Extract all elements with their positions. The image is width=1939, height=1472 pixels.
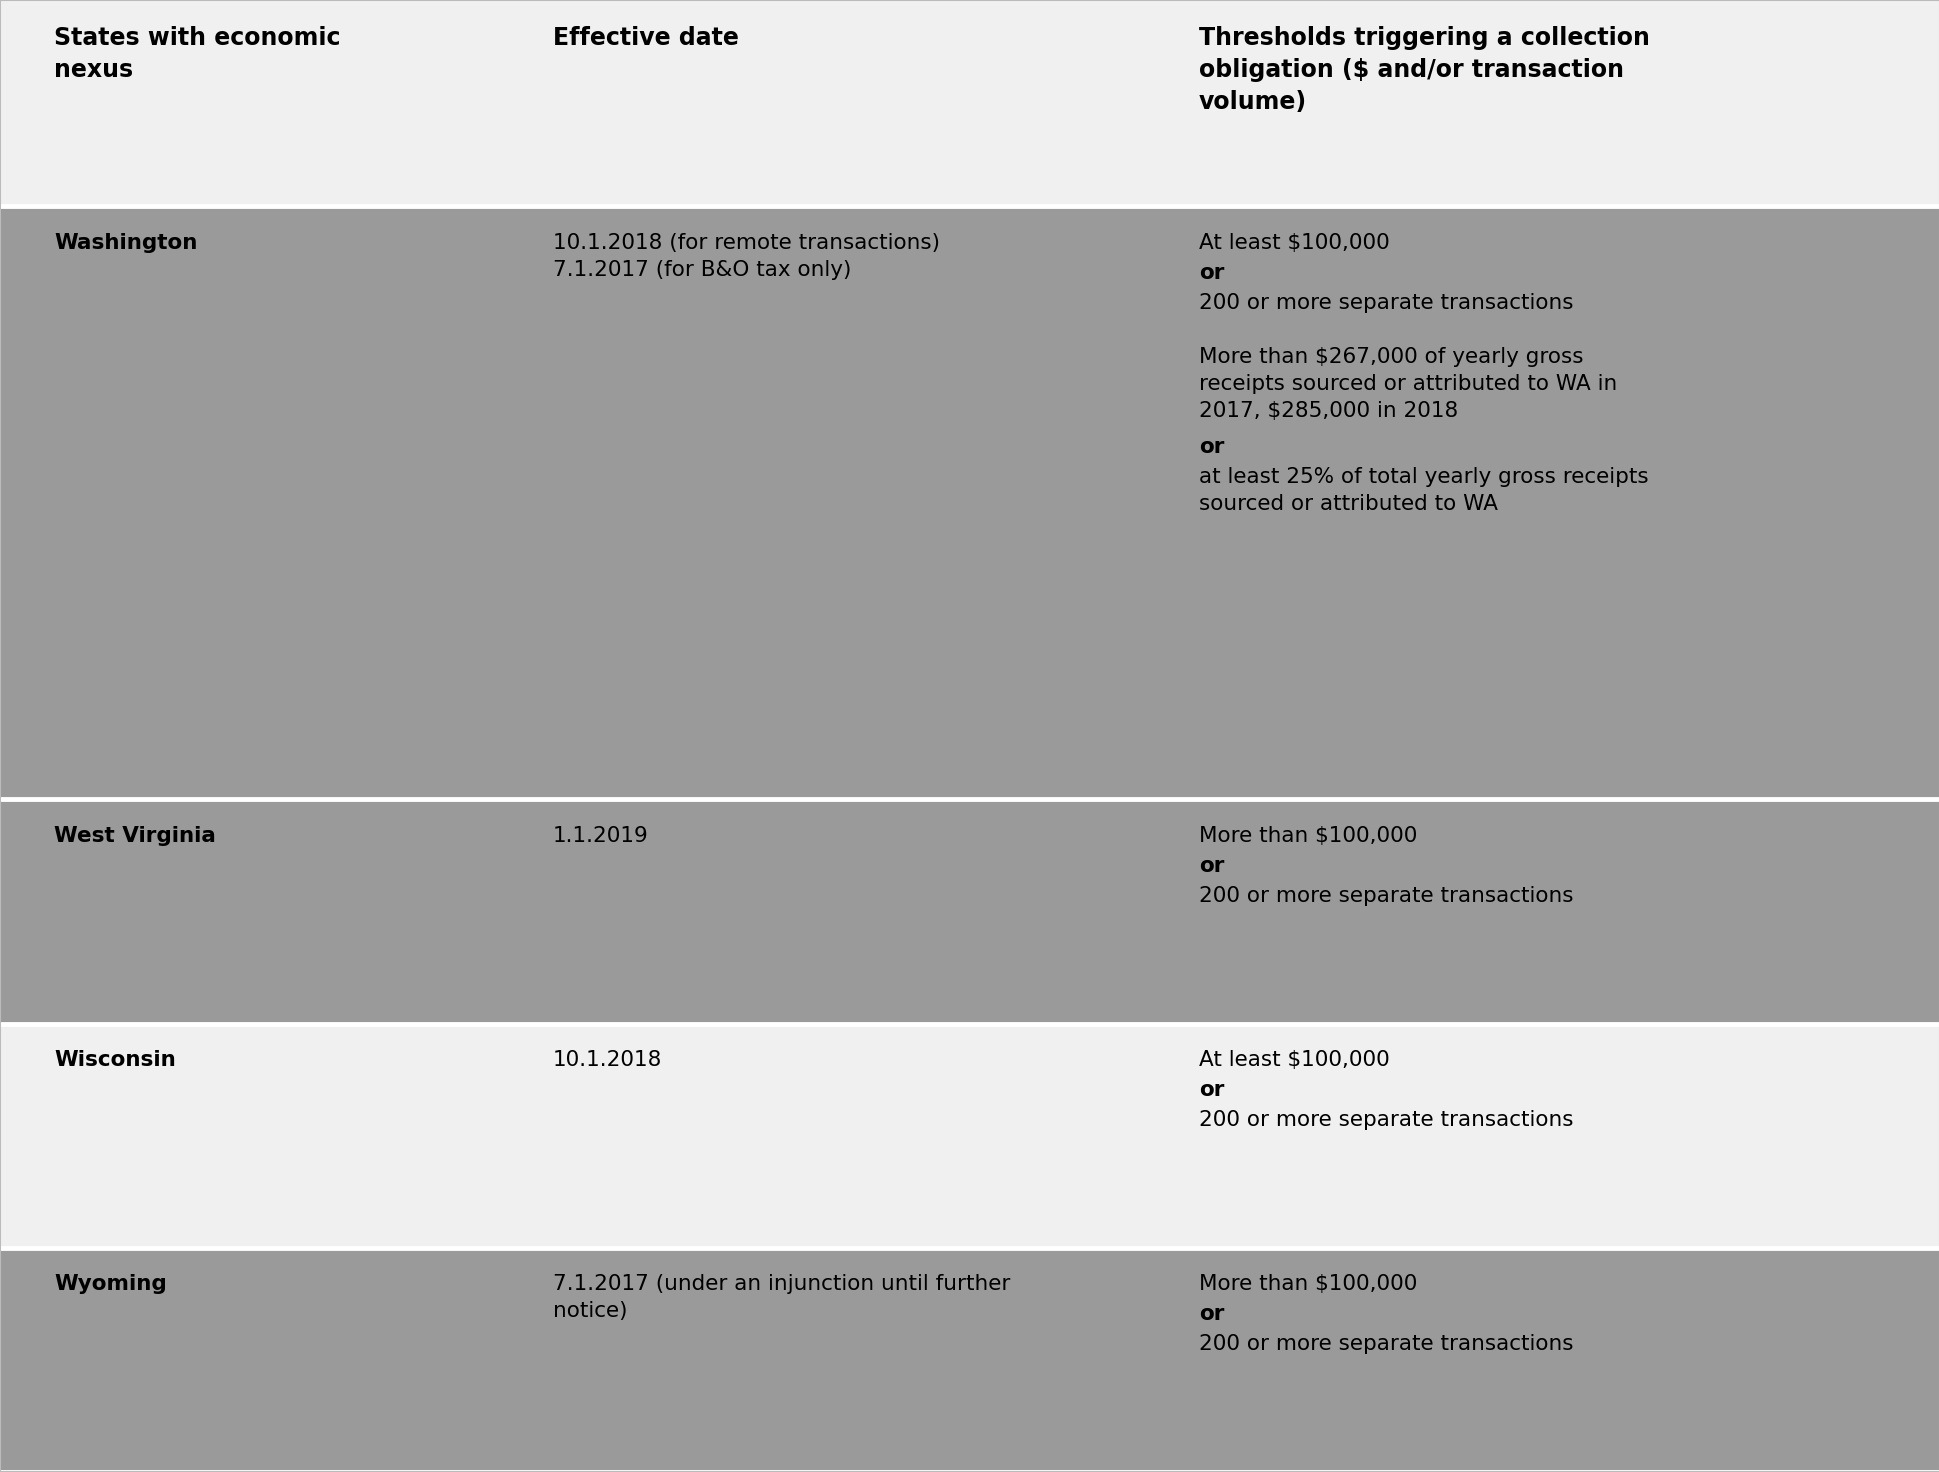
Text: 200 or more separate transactions: 200 or more separate transactions xyxy=(1198,886,1573,905)
Text: or: or xyxy=(1198,855,1224,876)
Text: at least 25% of total yearly gross receipts
sourced or attributed to WA: at least 25% of total yearly gross recei… xyxy=(1198,467,1648,514)
Text: Washington: Washington xyxy=(54,233,198,253)
Text: 7.1.2017 (under an injunction until further
notice): 7.1.2017 (under an injunction until furt… xyxy=(553,1275,1010,1322)
Text: or: or xyxy=(1198,262,1224,283)
Text: or: or xyxy=(1198,1304,1224,1325)
Text: or: or xyxy=(1198,437,1224,456)
Text: 10.1.2018 (for remote transactions)
7.1.2017 (for B&O tax only): 10.1.2018 (for remote transactions) 7.1.… xyxy=(553,233,938,280)
Bar xyxy=(0,1023,1939,1248)
Text: Wyoming: Wyoming xyxy=(54,1275,167,1294)
Text: More than $267,000 of yearly gross
receipts sourced or attributed to WA in
2017,: More than $267,000 of yearly gross recei… xyxy=(1198,347,1617,421)
Text: States with economic
nexus: States with economic nexus xyxy=(54,26,341,82)
Text: 200 or more separate transactions: 200 or more separate transactions xyxy=(1198,1335,1573,1354)
Text: 10.1.2018: 10.1.2018 xyxy=(553,1050,661,1070)
Text: Wisconsin: Wisconsin xyxy=(54,1050,176,1070)
Text: or: or xyxy=(1198,1080,1224,1100)
Text: West Virginia: West Virginia xyxy=(54,826,215,846)
Text: At least $100,000: At least $100,000 xyxy=(1198,1050,1388,1070)
Bar xyxy=(0,799,1939,1023)
Bar xyxy=(0,1248,1939,1472)
Text: 200 or more separate transactions: 200 or more separate transactions xyxy=(1198,293,1573,312)
Text: Effective date: Effective date xyxy=(553,26,739,50)
Text: 1.1.2019: 1.1.2019 xyxy=(553,826,648,846)
Text: More than $100,000: More than $100,000 xyxy=(1198,1275,1417,1294)
Bar xyxy=(0,0,1939,206)
Text: More than $100,000: More than $100,000 xyxy=(1198,826,1417,846)
Bar xyxy=(0,206,1939,799)
Text: Thresholds triggering a collection
obligation ($ and/or transaction
volume): Thresholds triggering a collection oblig… xyxy=(1198,26,1648,113)
Text: At least $100,000: At least $100,000 xyxy=(1198,233,1388,253)
Text: 200 or more separate transactions: 200 or more separate transactions xyxy=(1198,1110,1573,1130)
